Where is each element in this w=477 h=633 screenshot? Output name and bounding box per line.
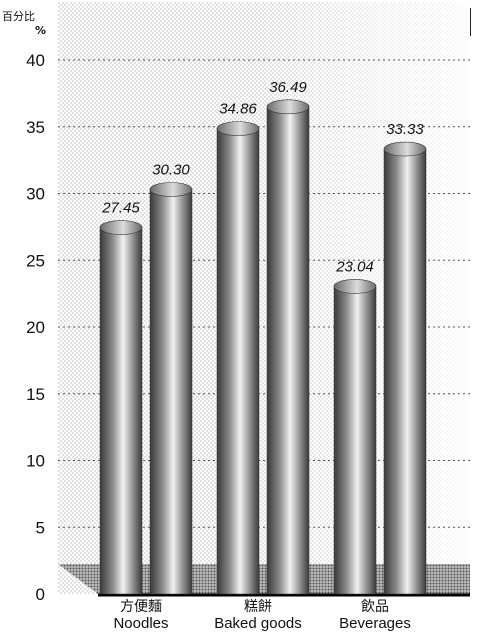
category-label-en: Noodles: [113, 615, 168, 632]
bar-cap-2000-0: [149, 182, 193, 197]
data-label-1999-0: 27.45: [101, 200, 140, 217]
category-label-en: Beverages: [339, 615, 411, 632]
bar-1999-2: [333, 286, 377, 595]
bar-cap-2000-1: [266, 99, 310, 115]
data-label-1999-1: 34.86: [219, 101, 257, 118]
y-unit-symbol: %: [35, 24, 47, 37]
category-label-zh: 方便麵: [120, 599, 162, 615]
y-tick-label: 10: [26, 452, 45, 471]
data-label-2000-2: 33.33: [386, 121, 424, 138]
bar-cap-2000-2: [383, 141, 427, 157]
data-label-2000-1: 36.49: [269, 79, 307, 96]
y-tick-label: 5: [36, 518, 45, 537]
bar-cap-1999-1: [216, 121, 260, 136]
bar-2000-2: [383, 148, 427, 595]
bar-1999-1: [216, 128, 260, 595]
y-tick-label: 40: [26, 51, 45, 70]
y-tick-label: 0: [36, 585, 45, 604]
y-unit-label: 百分比: [2, 10, 35, 23]
data-label-1999-2: 23.04: [335, 258, 374, 275]
y-tick-label: 30: [26, 185, 45, 204]
data-label-2000-0: 30.30: [152, 161, 190, 178]
bar-2000-1: [266, 106, 310, 595]
y-tick-label: 25: [26, 251, 45, 270]
bar-2000-0: [149, 189, 193, 595]
y-tick-label: 20: [26, 318, 45, 337]
bar-1999-0: [99, 227, 143, 595]
y-tick-label: 35: [26, 118, 45, 137]
category-label-zh: 飲品: [361, 599, 389, 615]
category-label-en: Baked goods: [214, 615, 302, 632]
bar-cap-1999-2: [333, 279, 377, 294]
category-label-zh: 糕餅: [244, 598, 272, 615]
y-tick-label: 15: [26, 385, 45, 404]
bar-cap-1999-0: [99, 220, 143, 235]
